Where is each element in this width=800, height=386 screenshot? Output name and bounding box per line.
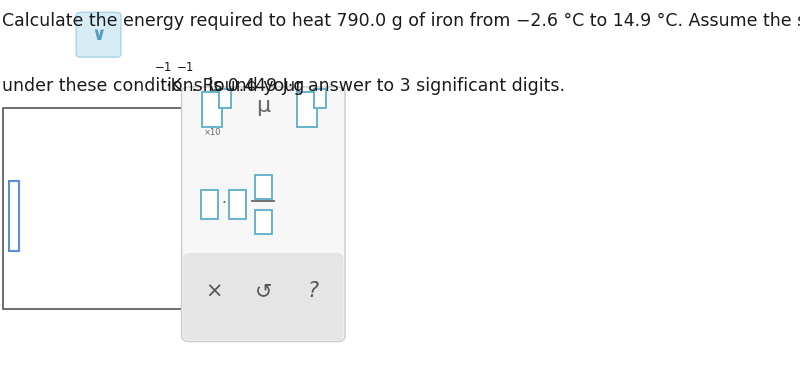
Text: −1: −1 (155, 61, 173, 74)
Text: . Round your answer to 3 significant digits.: . Round your answer to 3 significant dig… (186, 77, 565, 95)
Text: Calculate the energy required to heat 790.0 g of iron from −2.6 °C to 14.9 °C. A: Calculate the energy required to heat 79… (2, 12, 800, 30)
Text: under these conditions is 0.449 J·g: under these conditions is 0.449 J·g (2, 77, 304, 95)
Text: ↺: ↺ (254, 281, 272, 301)
FancyBboxPatch shape (76, 12, 121, 57)
Bar (230, 190, 246, 219)
Bar (202, 92, 222, 127)
Bar (314, 89, 326, 108)
Bar (298, 92, 317, 127)
Text: ∨: ∨ (91, 26, 106, 44)
Text: −1: −1 (176, 61, 194, 74)
FancyBboxPatch shape (183, 253, 343, 340)
Text: ·K: ·K (165, 77, 182, 95)
Bar (201, 190, 218, 219)
Text: ?: ? (307, 281, 318, 301)
Bar (219, 89, 231, 108)
Text: ·: · (222, 196, 226, 211)
Text: ×10: ×10 (203, 128, 221, 137)
FancyBboxPatch shape (182, 87, 345, 342)
Text: ×: × (206, 281, 222, 301)
Text: μ: μ (256, 96, 270, 116)
Bar (255, 210, 271, 234)
Bar (2, 108, 182, 309)
Bar (255, 175, 271, 199)
Bar (10, 181, 18, 251)
